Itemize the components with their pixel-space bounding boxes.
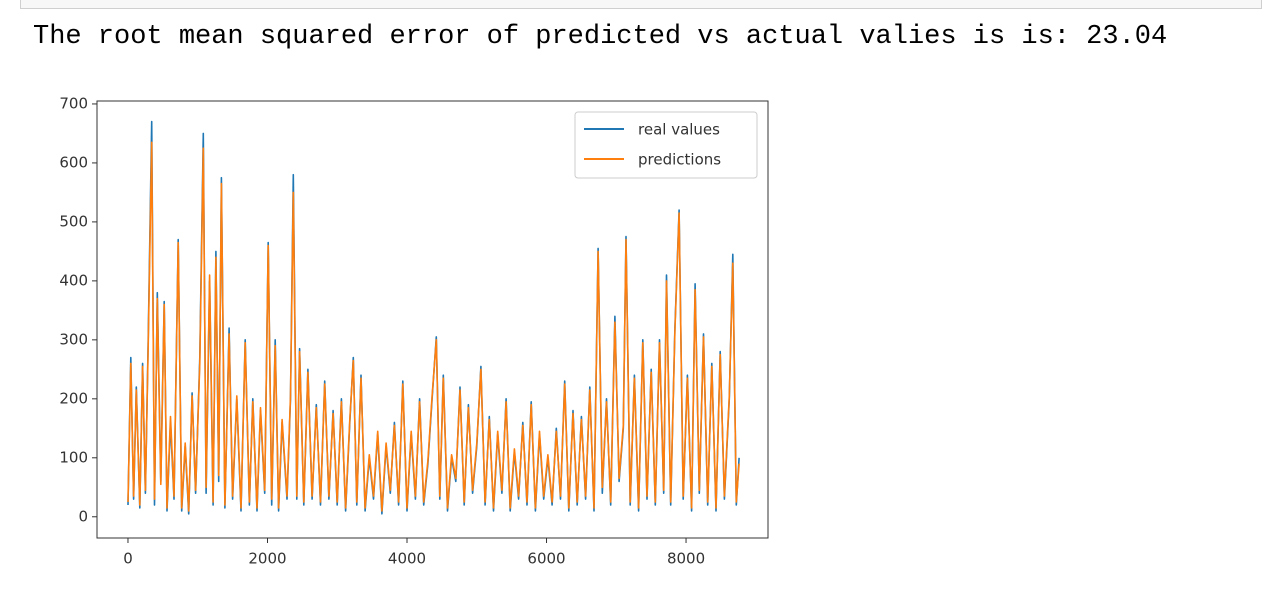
y-tick-label: 100 (59, 448, 88, 466)
x-tick-label: 0 (123, 550, 133, 568)
x-tick-label: 6000 (527, 550, 565, 568)
y-tick-label: 600 (59, 153, 88, 171)
y-tick-label: 500 (59, 212, 88, 230)
legend-label: real values (638, 121, 720, 139)
y-tick-label: 700 (59, 94, 88, 112)
x-tick-label: 4000 (388, 550, 426, 568)
x-tick-label: 8000 (667, 550, 705, 568)
output-text: The root mean squared error of predicted… (33, 22, 1168, 52)
y-tick-label: 400 (59, 271, 88, 289)
plot-frame (96, 100, 769, 539)
y-tick-label: 300 (59, 330, 88, 348)
y-tick-label: 0 (78, 507, 88, 525)
series-line (127, 141, 740, 512)
y-tick-label: 200 (59, 389, 88, 407)
legend-label: predictions (638, 151, 721, 169)
x-tick-label: 2000 (248, 550, 286, 568)
